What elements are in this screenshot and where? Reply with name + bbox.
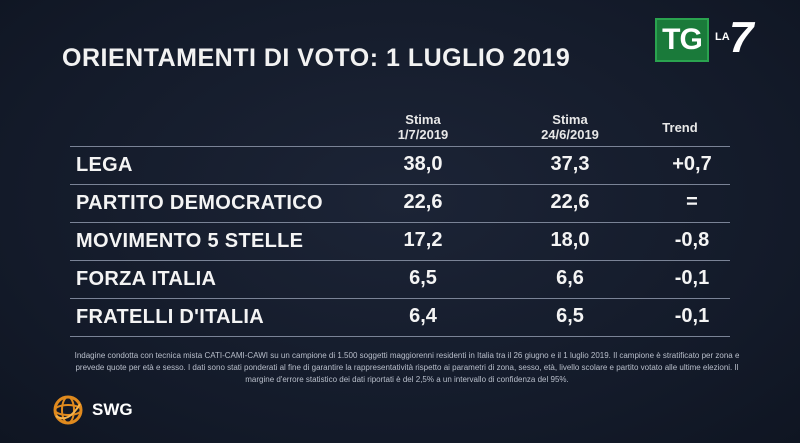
methodology-note: Indagine condotta con tecnica mista CATI… <box>74 351 740 384</box>
value-stima-1-7: 6,5 <box>409 267 437 289</box>
party-name: FRATELLI D'ITALIA <box>76 306 264 328</box>
globe-icon <box>53 395 83 425</box>
party-name: PARTITO DEMOCRATICO <box>76 192 323 214</box>
table-row: PARTITO DEMOCRATICO 22,6 22,6 = <box>70 184 730 222</box>
column-header-date: 24/6/2019 <box>541 127 599 142</box>
value-stima-1-7: 38,0 <box>403 153 443 175</box>
value-stima-24-6: 6,5 <box>556 305 584 327</box>
value-trend: -0,1 <box>674 267 710 289</box>
column-header-label: Trend <box>662 120 698 135</box>
party-name: MOVIMENTO 5 STELLE <box>76 230 304 252</box>
la-logo-text: LA <box>715 31 730 43</box>
value-stima-1-7: 6,4 <box>409 305 437 327</box>
tg-logo-box: TG <box>655 18 709 62</box>
party-name: LEGA <box>76 154 133 176</box>
column-header-label: Stima <box>405 112 441 127</box>
value-stima-24-6: 6,6 <box>556 267 584 289</box>
table-row: FRATELLI D'ITALIA 6,4 6,5 -0,1 <box>70 298 730 336</box>
row-separator <box>70 184 730 185</box>
column-header-stima-24-6: Stima 24/6/2019 <box>525 112 615 142</box>
row-separator <box>70 222 730 223</box>
table-header: Stima 1/7/2019 Stima 24/6/2019 Trend <box>70 108 730 144</box>
swg-logo: SWG <box>52 392 162 428</box>
value-trend: -0,8 <box>674 229 710 251</box>
value-stima-24-6: 18,0 <box>550 229 590 251</box>
row-separator <box>70 298 730 299</box>
value-trend: = <box>686 191 698 213</box>
table-row: LEGA 38,0 37,3 +0,7 <box>70 146 730 184</box>
party-name: FORZA ITALIA <box>76 268 217 290</box>
row-separator <box>70 336 730 337</box>
value-stima-24-6: 37,3 <box>550 153 590 175</box>
tg-la7-logo: TG LA 7 <box>655 13 765 62</box>
value-trend: -0,1 <box>674 305 710 327</box>
row-separator <box>70 146 730 147</box>
value-trend: +0,7 <box>672 153 712 175</box>
column-header-trend: Trend <box>630 120 730 135</box>
column-header-stima-1-7: Stima 1/7/2019 <box>378 112 468 142</box>
value-stima-24-6: 22,6 <box>550 191 590 213</box>
table-row: MOVIMENTO 5 STELLE 17,2 18,0 -0,8 <box>70 222 730 260</box>
value-stima-1-7: 22,6 <box>403 191 443 213</box>
row-separator <box>70 260 730 261</box>
seven-logo-text: 7 <box>729 13 754 62</box>
column-header-date: 1/7/2019 <box>397 127 449 142</box>
value-stima-1-7: 17,2 <box>403 229 443 251</box>
swg-logo-text: SWG <box>92 400 133 419</box>
table-row: FORZA ITALIA 6,5 6,6 -0,1 <box>70 260 730 298</box>
page-title: ORIENTAMENTI DI VOTO: 1 LUGLIO 2019 <box>62 44 571 72</box>
column-header-label: Stima <box>552 112 588 127</box>
